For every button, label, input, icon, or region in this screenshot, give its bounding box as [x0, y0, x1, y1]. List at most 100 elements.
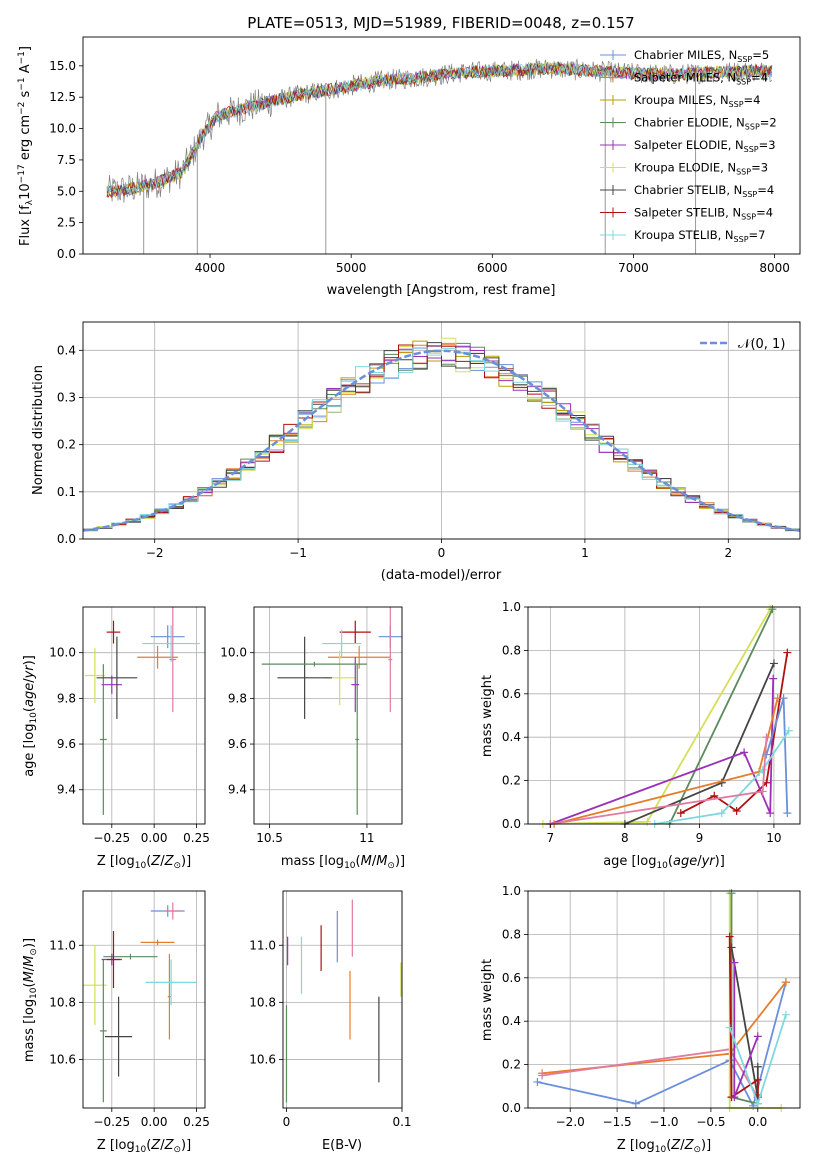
x-tick-label: 8	[621, 831, 629, 845]
y-tick-label: 1.0	[502, 600, 521, 614]
error-bar-point	[388, 607, 393, 713]
y-tick-label: 9.4	[228, 783, 247, 797]
y-tick-label: 10.0	[49, 646, 76, 660]
mass-vs-Z-panel: −0.25 0.00 0.25 10.6 10.8 11.0 Z [log10(Z/Z⊙)…	[22, 890, 210, 1155]
mass-vs-EBV-x-label: E(B-V)	[322, 1138, 362, 1153]
mass-weight-marker	[758, 787, 767, 796]
mass-weight-marker	[784, 726, 793, 735]
y-tick-label: 10.0	[220, 646, 247, 660]
error-bar-point	[339, 620, 371, 644]
error-bar-point	[261, 661, 367, 667]
y-tick-label: 0.0	[57, 532, 76, 546]
error-bar-point	[140, 939, 175, 946]
y-tick-label: 0.4	[502, 730, 521, 744]
y-tick-label: 0.2	[502, 774, 521, 788]
mass-vs-Z-axes-frame	[82, 890, 206, 1109]
y-tick-label: 0.6	[502, 687, 521, 701]
x-tick-label: 7000	[618, 261, 649, 275]
error-bar-point	[169, 607, 177, 713]
y-tick-label: 10.6	[249, 1052, 276, 1066]
y-tick-label: 0.1	[57, 485, 76, 499]
mass-weight-marker	[643, 817, 652, 826]
y-tick-label: 0.0	[502, 817, 521, 831]
weight-vs-Z-x-label: Z [log10(Z/Z⊙)]	[617, 1138, 711, 1155]
y-tick-label: 10.8	[49, 995, 76, 1009]
mass-weight-series-line	[550, 678, 775, 825]
error-bar-point	[277, 636, 332, 719]
spectrum-y-label: Flux [fλ10−17 erg cm−2 s−1 A−1]	[17, 46, 35, 246]
age-vs-mass-axes-frame	[253, 606, 403, 825]
spectrum-x-label: wavelength [Angstrom, rest frame]	[327, 283, 556, 298]
error-bar-point	[84, 648, 106, 703]
age-vs-Z-panel: −0.25 0.00 0.25 9.4 9.6 9.8 10.0 Z [log10(Z/Z⊙…	[22, 606, 210, 871]
error-bar-point	[101, 675, 122, 694]
error-bar-point	[150, 625, 185, 649]
x-tick-label: 7	[547, 831, 555, 845]
y-tick-label: 9.6	[57, 737, 76, 751]
y-tick-label: 0.0	[502, 1101, 521, 1115]
mass-weight-marker	[781, 978, 790, 987]
mass-weight-marker	[533, 1077, 542, 1086]
x-tick-label: 5000	[336, 261, 367, 275]
mass-weight-marker	[758, 765, 767, 774]
legend-label: Chabrier MILES, NSSP=5	[634, 48, 769, 64]
x-tick-label: −0.5	[696, 1115, 725, 1129]
x-tick-label: 0.1	[392, 1115, 411, 1129]
mass-weight-marker	[762, 750, 771, 759]
y-tick-label: 0.8	[502, 927, 521, 941]
x-tick-label: 0.25	[183, 1115, 210, 1129]
mass-weight-marker	[766, 809, 775, 818]
y-tick-label: 10.0	[49, 122, 76, 136]
mass-vs-Z-x-label: Z [log10(Z/Z⊙)]	[97, 1138, 191, 1155]
error-bar-point	[105, 996, 133, 1077]
residual-histogram-step	[83, 347, 800, 531]
mass-weight-marker	[783, 809, 792, 818]
mass-weight-marker	[769, 659, 778, 668]
mass-vs-EBV-panel: 0 0.1 10.6 10.8 11.0 E(B-V)	[249, 890, 412, 1153]
x-tick-label: 6000	[477, 261, 508, 275]
error-bar-point	[351, 657, 360, 713]
legend-label: Chabrier ELODIE, NSSP=2	[634, 116, 777, 132]
y-tick-label: 0.0	[57, 247, 76, 261]
y-tick-label: 1.0	[502, 884, 521, 898]
error-bar-point	[142, 625, 200, 662]
error-bar-point	[99, 959, 107, 1103]
weight-vs-age-x-label: age [log10(age/yr)]	[603, 854, 725, 871]
y-tick-label: 9.8	[228, 691, 247, 705]
legend-label: Kroupa ELODIE, NSSP=3	[634, 161, 768, 177]
y-tick-label: 0.2	[502, 1058, 521, 1072]
weight-vs-Z-y-label: mass weight	[480, 959, 495, 1041]
mass-weight-marker	[753, 1099, 762, 1108]
x-tick-label: 1	[581, 546, 589, 560]
x-tick-label: 0.0	[748, 1115, 767, 1129]
mass-weight-marker	[779, 694, 788, 703]
mass-weight-marker	[717, 809, 726, 818]
spectrum-axes-frame	[82, 36, 801, 255]
x-tick-label: −1.5	[603, 1115, 632, 1129]
age-vs-mass-panel: 10.5 11 9.4 9.6 9.8 10.0 mass [log10(M/M⊙)]	[220, 606, 405, 871]
mass-weight-series-line	[654, 730, 790, 825]
y-tick-label: 10.6	[49, 1052, 76, 1066]
mass-vs-EBV-axes-frame	[282, 890, 403, 1109]
x-tick-label: 11	[359, 831, 374, 845]
mass-weight-marker	[740, 748, 749, 757]
age-vs-mass-x-label: mass [log10(M/M⊙)]	[281, 854, 405, 871]
y-tick-label: 0.4	[502, 1014, 521, 1028]
mass-weight-marker	[730, 1093, 739, 1102]
mass-weight-marker	[538, 1071, 547, 1080]
mass-weight-marker	[768, 605, 777, 614]
x-tick-label: −2	[146, 546, 164, 560]
model-spectrum-line	[106, 62, 773, 197]
x-tick-label: 4000	[195, 261, 226, 275]
error-bar-point	[322, 629, 362, 658]
mass-weight-marker	[725, 932, 734, 941]
x-tick-label: −1	[289, 546, 307, 560]
gaussian-curve	[82, 349, 801, 532]
x-tick-label: 2	[724, 546, 732, 560]
y-tick-label: 0.3	[57, 390, 76, 404]
y-tick-label: 0.8	[502, 643, 521, 657]
gaussian-legend-label: 𝒩(0, 1)	[738, 337, 785, 352]
mass-weight-series-line	[668, 608, 774, 825]
